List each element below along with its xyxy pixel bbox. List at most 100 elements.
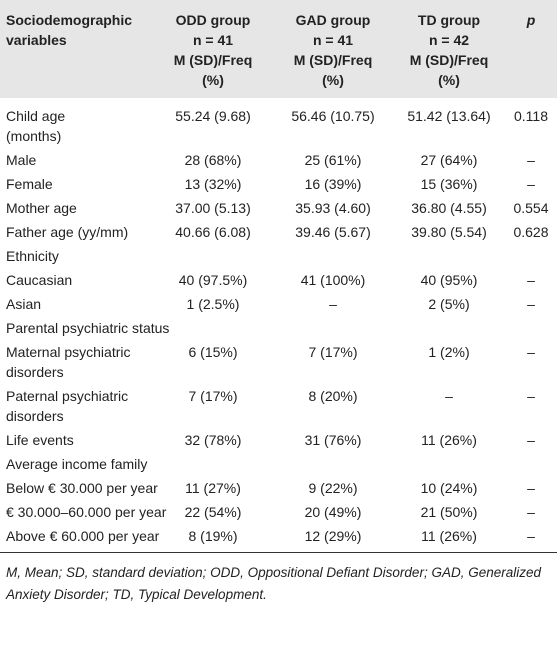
table-row: Maternal psychiatric disorders 6 (15%) 7 (1… (0, 340, 557, 384)
header-cell: GAD group n = 41 M (SD)/Freq (%) (273, 0, 393, 98)
table-cell: – (505, 500, 557, 524)
table-cell: 39.80 (5.54) (393, 220, 505, 244)
row-label: disorders (6, 408, 64, 424)
table-cell: 7 (17%) (153, 384, 273, 428)
table-cell: – (505, 172, 557, 196)
cell-value: – (527, 528, 535, 544)
header-text: (%) (322, 72, 344, 88)
header-cell: TD group n = 42 M (SD)/Freq (%) (393, 0, 505, 98)
table-cell: Below € 30.000 per year (0, 476, 158, 500)
row-label: Life events (6, 432, 74, 448)
row-label: Mother age (6, 200, 77, 216)
row-label: Paternal psychiatric (6, 388, 129, 404)
table-cell: € 30.000–60.000 per year (0, 500, 167, 524)
header-text: p (526, 12, 536, 28)
table-row: € 30.000–60.000 per year 22 (54%) 20 (49%)… (0, 500, 557, 524)
row-label: € 30.000–60.000 per year (6, 504, 167, 520)
header-text: TD group (417, 12, 481, 28)
table-cell: 13 (32%) (153, 172, 273, 196)
table-cell: 56.46 (10.75) (273, 98, 393, 148)
table-cell: 51.42 (13.64) (393, 98, 505, 148)
table-cell: 36.80 (4.55) (393, 196, 505, 220)
table-cell: 16 (39%) (273, 172, 393, 196)
table-cell: 12 (29%) (273, 524, 393, 553)
cell-value: 56.46 (10.75) (291, 108, 375, 124)
table-row: Below € 30.000 per year 11 (27%) 9 (22%) 10… (0, 476, 557, 500)
table-cell: 21 (50%) (393, 500, 505, 524)
header-text: GAD group (295, 12, 371, 28)
table-cell: Parental psychiatric status (0, 316, 557, 340)
table-row: Average income family (0, 452, 557, 476)
table-row: Asian 1 (2.5%) – 2 (5%) – (0, 292, 557, 316)
table-cell: 0.554 (505, 196, 557, 220)
header-text: M (SD)/Freq (409, 52, 489, 68)
row-label: Asian (6, 296, 42, 312)
table-row: Caucasian 40 (97.5%) 41 (100%) 40 (95%) – (0, 268, 557, 292)
table-cell: – (505, 476, 557, 500)
table-cell: 11 (27%) (153, 476, 273, 500)
cell-value: 11 (26%) (421, 432, 477, 448)
cell-value: 55.24 (9.68) (175, 108, 251, 124)
row-label: Ethnicity (6, 248, 59, 264)
cell-value: 8 (19%) (188, 528, 238, 544)
table-cell: Male (0, 148, 153, 172)
cell-value: 36.80 (4.55) (411, 200, 487, 216)
cell-value: 9 (22%) (308, 480, 358, 496)
row-label: Above € 60.000 per year (6, 528, 160, 544)
header-text: (%) (438, 72, 460, 88)
cell-value: 40.66 (6.08) (175, 224, 251, 240)
cell-value: 8 (20%) (308, 388, 358, 404)
table-cell: Average income family (0, 452, 557, 476)
header-text: M (SD)/Freq (293, 52, 373, 68)
cell-value: – (527, 176, 535, 192)
table-cell: Father age (yy/mm) (0, 220, 153, 244)
cell-value: – (527, 504, 535, 520)
cell-value: 40 (95%) (420, 272, 478, 288)
cell-value: 25 (61%) (304, 152, 362, 168)
table-cell: – (505, 268, 557, 292)
row-label: Maternal psychiatric (6, 344, 131, 360)
cell-value: 1 (2.5%) (186, 296, 240, 312)
table-cell: 40 (97.5%) (153, 268, 273, 292)
cell-value: 11 (26%) (421, 528, 477, 544)
table-cell: – (505, 340, 557, 384)
table-cell: – (393, 384, 505, 428)
table-cell: 37.00 (5.13) (153, 196, 273, 220)
cell-value: 27 (64%) (420, 152, 478, 168)
table-cell: 11 (26%) (393, 524, 505, 553)
table-cell: 20 (49%) (273, 500, 393, 524)
table-cell: Life events (0, 428, 153, 452)
cell-value: 12 (29%) (304, 528, 362, 544)
table-cell: 32 (78%) (153, 428, 273, 452)
cell-value: 39.46 (5.67) (295, 224, 371, 240)
cell-value: 21 (50%) (420, 504, 478, 520)
table-row: Mother age 37.00 (5.13) 35.93 (4.60) 36.80 … (0, 196, 557, 220)
table-row: Ethnicity (0, 244, 557, 268)
row-label: Male (6, 152, 37, 168)
cell-value: 31 (76%) (304, 432, 362, 448)
cell-value: 16 (39%) (304, 176, 362, 192)
table-cell: 40 (95%) (393, 268, 505, 292)
table-row: Parental psychiatric status (0, 316, 557, 340)
table-cell: Child age (months) (0, 98, 153, 148)
cell-value: 2 (5%) (428, 296, 470, 312)
row-label: Caucasian (6, 272, 73, 288)
cell-value: – (527, 152, 535, 168)
header-text: ODD group (175, 12, 251, 28)
table-cell: 8 (20%) (273, 384, 393, 428)
table-row: Male 28 (68%) 25 (61%) 27 (64%) – (0, 148, 557, 172)
table-cell: 1 (2.5%) (153, 292, 273, 316)
table-cell: 25 (61%) (273, 148, 393, 172)
cell-value: – (527, 296, 535, 312)
cell-value: 32 (78%) (184, 432, 242, 448)
table-cell: 35.93 (4.60) (273, 196, 393, 220)
table-cell: – (273, 292, 393, 316)
table-cell: Caucasian (0, 268, 153, 292)
table-cell: 28 (68%) (153, 148, 273, 172)
cell-value: 0.118 (514, 108, 548, 124)
header-cell: ODD group n = 41 M (SD)/Freq (%) (153, 0, 273, 98)
table-cell: Mother age (0, 196, 153, 220)
table-cell: 31 (76%) (273, 428, 393, 452)
cell-value: 6 (15%) (188, 344, 238, 360)
